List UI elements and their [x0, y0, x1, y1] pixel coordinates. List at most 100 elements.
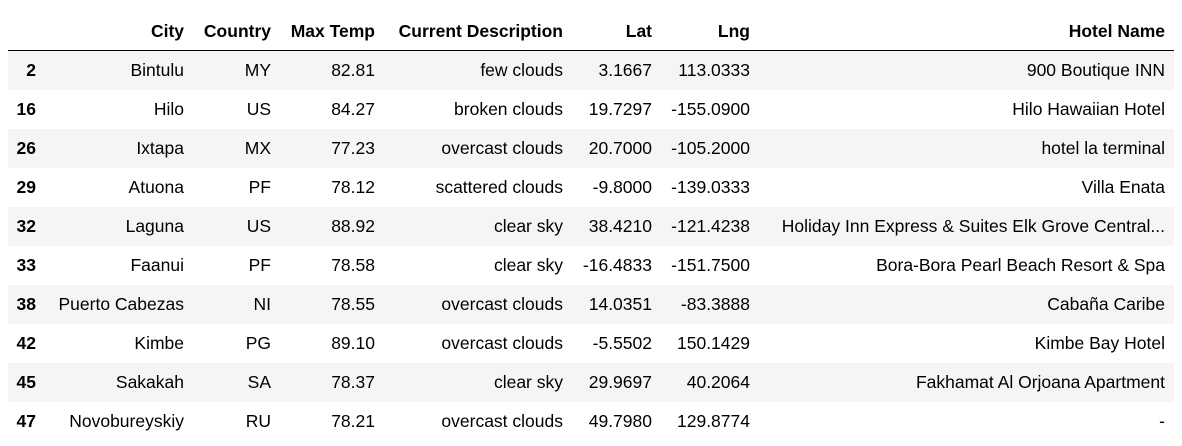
cell-country: MX	[244, 137, 271, 158]
cell-city: Faanui	[130, 254, 184, 275]
cell-lat: -16.4833	[582, 254, 652, 275]
cell-lat: 14.0351	[588, 293, 652, 314]
cell-city: Hilo	[153, 98, 184, 119]
cell-max-temp: 78.55	[331, 293, 375, 314]
cell-city: Bintulu	[130, 59, 184, 80]
row-index: 32	[16, 215, 36, 236]
table-row: 33 Faanui PF 78.58 clear sky -16.4833 -151.750…	[8, 245, 1174, 285]
cell-max-temp: 89.10	[331, 332, 375, 353]
cell-hotel-name: Cabaña Caribe	[1047, 293, 1165, 314]
header-hotel-name: Hotel Name	[759, 12, 1174, 51]
table-row: 29 Atuona PF 78.12 scattered clouds -9.8000 -1…	[8, 167, 1174, 207]
cell-country: MY	[244, 59, 271, 80]
cell-country: SA	[247, 371, 271, 392]
cell-current-description: scattered clouds	[435, 176, 563, 197]
row-index: 26	[16, 137, 36, 158]
cell-hotel-name: -	[1159, 410, 1165, 431]
table-header: City Country Max Temp Current Descriptio…	[8, 12, 1174, 51]
cell-lng: -151.7500	[671, 254, 750, 275]
cell-lat: 3.1667	[598, 59, 652, 80]
hotel-dataframe-table: City Country Max Temp Current Descriptio…	[8, 12, 1174, 441]
cell-max-temp: 78.37	[331, 371, 375, 392]
cell-lat: 38.4210	[588, 215, 652, 236]
cell-lng: -105.2000	[671, 137, 750, 158]
cell-current-description: overcast clouds	[441, 137, 563, 158]
row-index: 33	[16, 254, 36, 275]
cell-max-temp: 82.81	[331, 59, 375, 80]
table-row: 45 Sakakah SA 78.37 clear sky 29.9697 40.2064 F…	[8, 362, 1174, 402]
header-current-description: Current Description	[384, 12, 572, 51]
header-country: Country	[193, 12, 280, 51]
cell-lng: -83.3888	[680, 293, 750, 314]
cell-current-description: few clouds	[480, 59, 563, 80]
cell-hotel-name: Bora-Bora Pearl Beach Resort & Spa	[876, 254, 1165, 275]
cell-lat: 49.7980	[588, 410, 652, 431]
cell-hotel-name: Villa Enata	[1081, 176, 1165, 197]
cell-lng: 129.8774	[677, 410, 750, 431]
cell-country: PF	[248, 176, 271, 197]
cell-city: Ixtapa	[136, 137, 184, 158]
table-body: 2 Bintulu MY 82.81 few clouds 3.1667 113.0333 9…	[8, 50, 1174, 441]
cell-hotel-name: Fakhamat Al Orjoana Apartment	[915, 371, 1165, 392]
cell-max-temp: 78.58	[331, 254, 375, 275]
table-row: 38 Puerto Cabezas NI 78.55 overcast clouds 14…	[8, 284, 1174, 324]
cell-current-description: broken clouds	[454, 98, 563, 119]
header-row: City Country Max Temp Current Descriptio…	[8, 12, 1174, 51]
cell-lng: -139.0333	[671, 176, 750, 197]
cell-country: US	[246, 215, 271, 236]
cell-lng: 150.1429	[677, 332, 750, 353]
row-index: 29	[16, 176, 36, 197]
table-row: 26 Ixtapa MX 77.23 overcast clouds 20.7000 -10…	[8, 128, 1174, 168]
cell-lng: -155.0900	[671, 98, 750, 119]
table-row: 32 Laguna US 88.92 clear sky 38.4210 -121.4238…	[8, 206, 1174, 246]
header-city: City	[45, 12, 193, 51]
cell-country: NI	[253, 293, 272, 314]
cell-current-description: clear sky	[493, 254, 563, 275]
header-max-temp: Max Temp	[280, 12, 384, 51]
header-lng: Lng	[661, 12, 759, 51]
table-row: 42 Kimbe PG 89.10 overcast clouds -5.5502 150.…	[8, 323, 1174, 363]
cell-current-description: overcast clouds	[441, 332, 563, 353]
cell-lat: 19.7297	[588, 98, 652, 119]
row-index: 38	[16, 293, 36, 314]
cell-hotel-name: hotel la terminal	[1041, 137, 1165, 158]
cell-lat: -5.5502	[592, 332, 652, 353]
cell-city: Sakakah	[115, 371, 184, 392]
cell-city: Kimbe	[134, 332, 184, 353]
header-index	[8, 12, 45, 51]
cell-current-description: clear sky	[493, 371, 563, 392]
cell-country: US	[246, 98, 271, 119]
cell-lat: -9.8000	[592, 176, 652, 197]
row-index: 47	[16, 410, 36, 431]
row-index: 42	[16, 332, 36, 353]
cell-country: RU	[245, 410, 271, 431]
cell-city: Atuona	[128, 176, 184, 197]
row-index: 16	[16, 98, 36, 119]
cell-lat: 20.7000	[588, 137, 652, 158]
cell-hotel-name: Holiday Inn Express & Suites Elk Grove C…	[781, 215, 1165, 236]
cell-max-temp: 78.12	[331, 176, 375, 197]
cell-max-temp: 88.92	[331, 215, 375, 236]
row-index: 2	[26, 59, 36, 80]
cell-lat: 29.9697	[588, 371, 652, 392]
table-row: 2 Bintulu MY 82.81 few clouds 3.1667 113.0333 9…	[8, 50, 1174, 90]
cell-max-temp: 77.23	[331, 137, 375, 158]
cell-city: Novobureyskiy	[69, 410, 184, 431]
cell-lng: 40.2064	[686, 371, 750, 392]
row-index: 45	[16, 371, 36, 392]
cell-city: Puerto Cabezas	[58, 293, 185, 314]
cell-lng: -121.4238	[671, 215, 750, 236]
cell-current-description: clear sky	[493, 215, 563, 236]
cell-country: PF	[248, 254, 271, 275]
cell-hotel-name: Hilo Hawaiian Hotel	[1012, 98, 1165, 119]
header-lat: Lat	[572, 12, 661, 51]
cell-max-temp: 78.21	[331, 410, 375, 431]
cell-hotel-name: 900 Boutique INN	[1026, 59, 1165, 80]
table-row: 47 Novobureyskiy RU 78.21 overcast clouds 49.…	[8, 401, 1174, 441]
cell-hotel-name: Kimbe Bay Hotel	[1034, 332, 1165, 353]
cell-current-description: overcast clouds	[441, 293, 563, 314]
cell-current-description: overcast clouds	[441, 410, 563, 431]
table-row: 16 Hilo US 84.27 broken clouds 19.7297 -155.09…	[8, 89, 1174, 129]
cell-max-temp: 84.27	[331, 98, 375, 119]
